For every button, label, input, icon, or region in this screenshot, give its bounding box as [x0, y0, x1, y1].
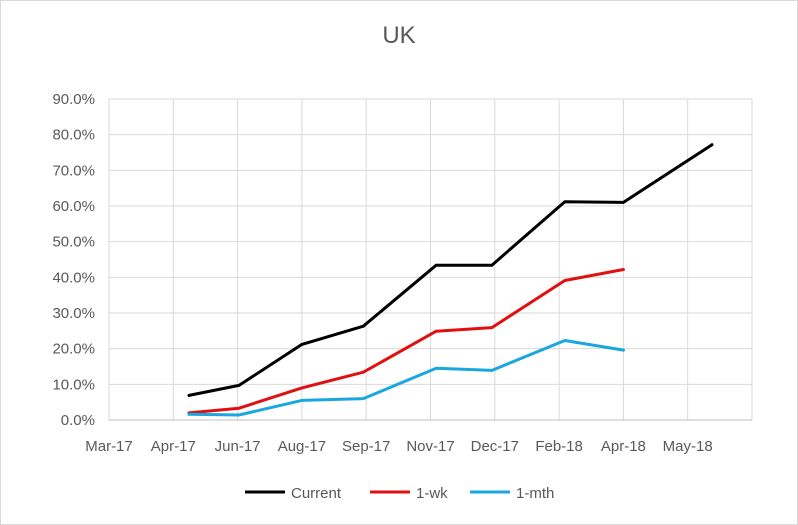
data-point: [237, 413, 241, 417]
data-point: [300, 386, 304, 390]
chart-title: UK: [382, 22, 416, 49]
data-point: [622, 268, 625, 271]
x-tick-label: Nov-17: [406, 438, 454, 455]
data-point: [361, 324, 365, 328]
data-point: [237, 384, 241, 387]
data-point: [361, 397, 365, 400]
y-tick-label: 50.0%: [52, 234, 95, 251]
legend: Current 1-wk 1-mth: [245, 485, 554, 502]
y-tick-label: 80.0%: [52, 127, 95, 144]
data-point: [563, 200, 567, 204]
data-point: [622, 348, 625, 352]
y-tick-label: 0.0%: [61, 412, 95, 429]
y-tick-label: 40.0%: [52, 269, 95, 286]
data-point: [237, 406, 241, 410]
data-point: [187, 412, 191, 416]
data-point: [434, 329, 438, 333]
data-point: [490, 369, 494, 372]
x-tick-label: Mar-17: [85, 438, 133, 455]
legend-label: 1-wk: [416, 485, 448, 502]
series-line-Current: [187, 143, 714, 397]
data-point: [434, 263, 438, 267]
data-point: [300, 398, 304, 402]
data-point: [563, 339, 567, 342]
series-line-1-wk: [187, 268, 625, 415]
axes: [108, 99, 752, 421]
data-point: [361, 370, 365, 374]
x-tick-label: Apr-18: [601, 438, 646, 455]
x-tick-label: Aug-17: [278, 438, 326, 455]
legend-label: Current: [291, 485, 342, 502]
y-tick-label: 70.0%: [52, 162, 95, 179]
data-point: [490, 263, 494, 267]
y-tick-label: 90.0%: [52, 91, 95, 108]
series-line-1-mth: [187, 339, 625, 417]
y-tick-label: 10.0%: [52, 376, 95, 393]
data-point: [187, 393, 191, 397]
series-layer: [187, 143, 714, 417]
x-tick-label: Feb-18: [535, 438, 583, 455]
data-point: [300, 342, 304, 346]
x-tick-label: Apr-17: [151, 438, 196, 455]
y-tick-label: 30.0%: [52, 305, 95, 322]
x-tick-label: Dec-17: [471, 438, 519, 455]
x-tick-label: Sep-17: [342, 438, 390, 455]
x-tick-label: May-18: [663, 438, 713, 455]
legend-label: 1-mth: [516, 485, 554, 502]
y-tick-label: 60.0%: [52, 198, 95, 215]
y-tick-label: 20.0%: [52, 341, 95, 358]
data-point: [434, 366, 438, 370]
x-tick-label: Jun-17: [215, 438, 261, 455]
data-point: [563, 279, 567, 282]
data-point: [490, 326, 494, 330]
data-point: [622, 201, 625, 204]
gridlines: [109, 98, 753, 420]
data-point: [710, 143, 714, 147]
tick-labels: 0.0% 10.0% 20.0% 30.0% 40.0% 50.0% 60.0% 70.0% 8…: [52, 91, 712, 455]
